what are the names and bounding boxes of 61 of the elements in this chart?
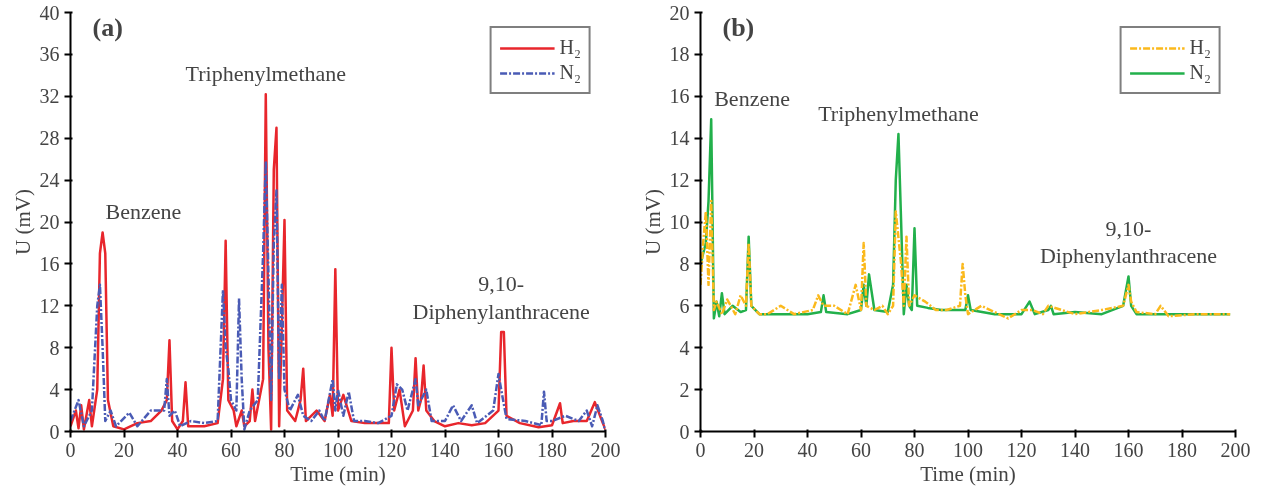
legend-label: H₂ <box>559 36 581 59</box>
x-tick-label: 0 <box>65 438 76 461</box>
y-axis-title: U (mV) <box>10 189 35 255</box>
x-axis-title: Time (min) <box>920 461 1016 486</box>
line-series <box>700 199 1232 320</box>
y-tick-label: 20 <box>669 1 690 24</box>
y-tick-label: 14 <box>669 127 690 150</box>
y-tick-label: 10 <box>669 211 690 233</box>
x-tick-label: 80 <box>904 438 925 461</box>
chart-title: (b) <box>722 12 755 42</box>
y-tick-label: 0 <box>679 420 690 443</box>
y-tick-label: 16 <box>39 252 60 275</box>
x-tick-label: 60 <box>851 438 871 461</box>
y-tick-label: 4 <box>679 336 690 359</box>
legend-label: N₂ <box>559 61 581 84</box>
y-tick-label: 12 <box>39 294 60 317</box>
x-tick-label: 20 <box>114 438 134 461</box>
legend-label: H₂ <box>1189 36 1211 59</box>
x-tick-label: 140 <box>430 438 460 461</box>
x-tick-label: 100 <box>953 438 983 461</box>
y-tick-label: 18 <box>669 43 690 66</box>
y-tick-label: 8 <box>49 336 60 359</box>
y-tick-label: 8 <box>679 252 690 275</box>
x-tick-label: 120 <box>376 438 407 461</box>
chart-title: (a) <box>92 12 123 42</box>
x-tick-label: 180 <box>537 438 567 461</box>
annotation: Triphenylmethane <box>185 61 347 87</box>
x-tick-label: 160 <box>1113 438 1144 461</box>
y-tick-label: 40 <box>39 1 60 24</box>
annotation: Benzene <box>714 86 790 112</box>
x-axis-title: Time (min) <box>290 461 386 486</box>
y-tick-label: 4 <box>49 378 60 401</box>
annotation: 9,10- Diphenylanthracene <box>412 271 590 324</box>
y-tick-label: 0 <box>49 420 60 443</box>
y-tick-label: 36 <box>39 43 60 66</box>
y-tick-label: 32 <box>39 85 60 108</box>
y-tick-label: 28 <box>39 127 60 150</box>
y-tick-label: 16 <box>669 85 690 108</box>
annotation: 9,10- Diphenylanthracene <box>1039 215 1218 269</box>
x-tick-label: 160 <box>483 438 514 461</box>
x-tick-label: 100 <box>323 438 353 461</box>
x-tick-label: 200 <box>590 438 621 461</box>
x-tick-label: 40 <box>797 438 818 461</box>
x-tick-label: 200 <box>1220 438 1251 461</box>
x-tick-label: 0 <box>695 438 706 461</box>
y-axis-title: U (mV) <box>640 189 665 255</box>
x-tick-label: 120 <box>1006 438 1037 461</box>
y-tick-label: 24 <box>39 169 60 192</box>
y-tick-label: 12 <box>669 169 690 192</box>
x-tick-label: 180 <box>1167 438 1197 461</box>
x-tick-label: 140 <box>1060 438 1090 461</box>
x-tick-label: 20 <box>744 438 764 461</box>
annotation: Benzene <box>105 199 182 225</box>
y-tick-label: 6 <box>679 294 690 317</box>
x-tick-label: 40 <box>167 438 188 461</box>
x-tick-label: 60 <box>221 438 241 461</box>
y-tick-label: 2 <box>679 378 690 401</box>
annotation: Triphenylmethane <box>818 101 979 127</box>
y-tick-label: 20 <box>39 211 60 233</box>
legend-label: N₂ <box>1189 61 1211 84</box>
x-tick-label: 80 <box>274 438 295 461</box>
